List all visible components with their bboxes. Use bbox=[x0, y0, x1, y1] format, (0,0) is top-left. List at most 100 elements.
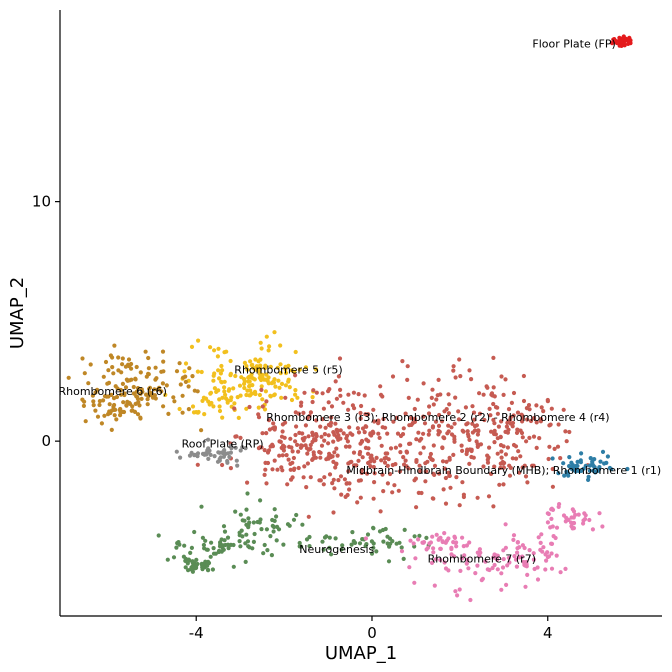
data-point bbox=[321, 547, 326, 552]
data-point bbox=[215, 354, 220, 359]
data-point bbox=[381, 539, 386, 544]
data-point bbox=[549, 566, 555, 571]
data-point bbox=[550, 466, 555, 472]
data-point bbox=[229, 443, 234, 448]
cluster-label: Midbrain-Hindbrain Boundary (MHB); Rhomb… bbox=[346, 464, 661, 477]
data-point bbox=[272, 507, 277, 512]
data-point bbox=[252, 377, 257, 382]
data-point bbox=[390, 374, 396, 379]
data-point bbox=[298, 403, 304, 408]
data-point bbox=[453, 589, 458, 594]
data-point bbox=[221, 454, 226, 459]
data-point bbox=[465, 421, 470, 426]
data-point bbox=[83, 419, 88, 424]
data-point bbox=[300, 522, 305, 527]
data-point bbox=[217, 404, 222, 409]
data-point bbox=[133, 401, 138, 406]
data-point bbox=[228, 373, 233, 378]
data-point bbox=[120, 362, 125, 367]
data-point bbox=[347, 425, 352, 430]
data-point bbox=[388, 446, 394, 451]
data-point bbox=[449, 545, 454, 550]
data-point bbox=[267, 344, 272, 349]
data-point bbox=[256, 405, 261, 410]
data-point bbox=[247, 379, 252, 384]
data-point bbox=[347, 481, 352, 486]
data-point bbox=[591, 468, 596, 473]
data-point bbox=[371, 464, 376, 470]
data-point bbox=[541, 545, 546, 550]
data-point bbox=[347, 487, 352, 492]
data-point bbox=[475, 563, 480, 568]
data-point bbox=[182, 543, 187, 548]
data-point bbox=[159, 389, 164, 394]
data-point bbox=[520, 543, 526, 548]
data-point bbox=[135, 394, 140, 399]
data-point bbox=[283, 370, 289, 376]
data-point bbox=[378, 384, 383, 389]
data-point bbox=[447, 402, 452, 407]
data-point bbox=[460, 535, 465, 540]
data-point bbox=[430, 534, 435, 539]
data-point bbox=[377, 435, 382, 440]
x-axis-title: UMAP_1 bbox=[325, 643, 397, 664]
data-point bbox=[454, 540, 459, 545]
data-point bbox=[493, 432, 498, 437]
data-point bbox=[283, 364, 288, 369]
data-point bbox=[272, 330, 277, 335]
data-point bbox=[306, 514, 311, 519]
data-point bbox=[401, 556, 406, 562]
data-point bbox=[474, 423, 479, 428]
data-point bbox=[498, 465, 503, 470]
data-point bbox=[492, 440, 497, 445]
data-point bbox=[282, 435, 287, 440]
data-point bbox=[242, 381, 247, 386]
data-point bbox=[237, 539, 242, 544]
data-point bbox=[314, 418, 319, 423]
data-point bbox=[139, 396, 144, 401]
data-point bbox=[327, 472, 333, 477]
data-point bbox=[144, 392, 149, 397]
data-point bbox=[451, 368, 456, 373]
data-point bbox=[545, 511, 550, 516]
data-point bbox=[524, 439, 529, 444]
data-point bbox=[302, 464, 307, 469]
data-point bbox=[178, 455, 183, 460]
data-point bbox=[347, 444, 352, 449]
data-point bbox=[431, 496, 436, 501]
data-point bbox=[244, 507, 249, 512]
data-point bbox=[520, 554, 525, 559]
data-point bbox=[238, 435, 243, 440]
data-point bbox=[135, 412, 141, 417]
data-point bbox=[429, 560, 435, 566]
data-point bbox=[485, 385, 490, 390]
data-point bbox=[319, 443, 325, 448]
data-point bbox=[524, 559, 529, 565]
data-point bbox=[465, 432, 471, 437]
data-point bbox=[246, 516, 251, 521]
data-point bbox=[437, 412, 442, 418]
data-point bbox=[295, 395, 300, 400]
data-point bbox=[238, 512, 243, 517]
data-point bbox=[336, 374, 341, 379]
data-point bbox=[515, 427, 520, 432]
data-point bbox=[590, 527, 596, 532]
data-point bbox=[80, 356, 85, 361]
data-point bbox=[330, 481, 335, 486]
data-point bbox=[592, 457, 597, 462]
data-point bbox=[318, 478, 323, 483]
data-point bbox=[195, 410, 200, 415]
data-point bbox=[289, 397, 295, 403]
data-point bbox=[343, 494, 348, 499]
data-point bbox=[299, 400, 304, 405]
data-point bbox=[461, 429, 466, 434]
data-point bbox=[270, 444, 275, 449]
data-point bbox=[432, 583, 437, 588]
data-point bbox=[138, 370, 143, 375]
data-point bbox=[220, 395, 225, 400]
data-point bbox=[505, 563, 510, 568]
data-point bbox=[486, 455, 491, 460]
data-point bbox=[293, 392, 298, 397]
data-point bbox=[416, 490, 421, 495]
data-point bbox=[421, 414, 426, 419]
